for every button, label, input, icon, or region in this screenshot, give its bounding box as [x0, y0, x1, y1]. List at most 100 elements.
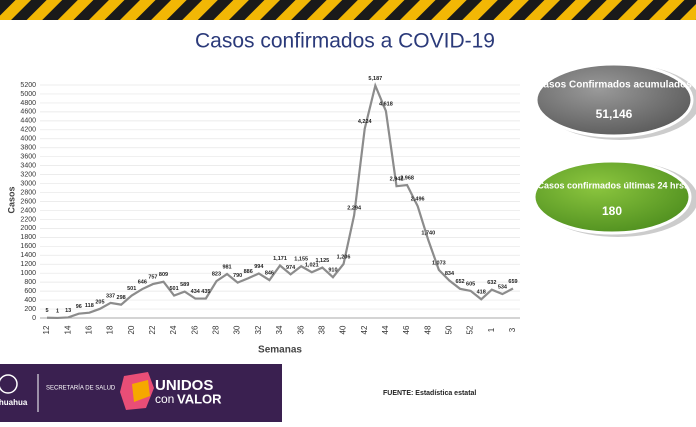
- value-label: 1,155: [294, 257, 308, 263]
- x-tick-label: 46: [402, 325, 411, 334]
- x-tick-label: 16: [84, 325, 93, 334]
- x-tick-label: 12: [42, 325, 51, 334]
- hazard-stripe: [0, 0, 696, 20]
- value-label: 337: [106, 293, 115, 299]
- data-line: [46, 82, 514, 320]
- value-label: 501: [127, 286, 136, 292]
- value-label: 1,073: [432, 260, 446, 266]
- value-label: 501: [169, 286, 178, 292]
- value-label: 1,740: [421, 230, 435, 236]
- value-label: 418: [477, 290, 486, 296]
- x-tick-label: 28: [212, 325, 221, 334]
- y-tick-label: 3600: [20, 154, 36, 161]
- footer-slogan: UNIDOS: [155, 377, 213, 394]
- y-tick-label: 3800: [20, 145, 36, 152]
- x-tick-label: 1: [487, 327, 496, 332]
- value-label: 659: [508, 279, 517, 285]
- value-label: 790: [233, 273, 242, 279]
- value-label: 2,294: [347, 206, 362, 212]
- x-axis-label: Semanas: [258, 345, 302, 356]
- y-tick-label: 4800: [20, 100, 36, 107]
- value-label: 5,187: [368, 76, 382, 82]
- y-tick-label: 1400: [20, 252, 36, 259]
- value-label: 632: [487, 280, 496, 286]
- x-tick-label: 30: [233, 325, 242, 334]
- y-tick-label: 3400: [20, 162, 36, 169]
- x-tick-label: 36: [296, 325, 305, 334]
- x-tick-label: 44: [381, 325, 390, 334]
- panel-value: 51,146: [596, 107, 633, 121]
- y-tick-label: 1800: [20, 234, 36, 241]
- value-label: 757: [148, 275, 157, 281]
- footer-source: FUENTE: Estadística estatal: [383, 390, 476, 397]
- value-label: 646: [138, 280, 147, 286]
- x-tick-label: 48: [423, 325, 432, 334]
- y-tick-label: 2600: [20, 198, 36, 205]
- y-tick-label: 5000: [20, 91, 36, 98]
- y-tick-label: 800: [24, 279, 36, 286]
- value-label: 994: [254, 264, 264, 270]
- value-label: 910: [328, 268, 337, 274]
- x-tick-label: 42: [360, 325, 369, 334]
- panel-daily: Casos confirmados últimas 24 hrs. 180: [532, 159, 696, 237]
- value-label: 809: [159, 272, 168, 278]
- value-label: 434: [191, 289, 201, 295]
- value-label: 981: [222, 264, 231, 270]
- value-label: 605: [466, 281, 475, 287]
- y-tick-label: 600: [24, 288, 36, 295]
- y-tick-label: 2800: [20, 189, 36, 196]
- panel-title: Casos confirmados últimas 24 hrs.: [537, 180, 686, 190]
- value-label: 1,021: [305, 263, 319, 269]
- x-tick-label: 38: [317, 325, 326, 334]
- x-tick-label: 34: [275, 325, 284, 334]
- x-tick-label: 50: [445, 325, 454, 334]
- x-tick-label: 3: [508, 327, 517, 332]
- value-label: 4,618: [379, 102, 393, 108]
- value-label: 834: [445, 271, 455, 277]
- y-tick-label: 200: [24, 306, 36, 313]
- y-tick-label: 1000: [20, 270, 36, 277]
- value-label: 118: [85, 303, 94, 309]
- value-label: 4,224: [358, 119, 373, 125]
- footer: Chihuahua SECRETARÍA DE SALUD UNIDOS con…: [0, 364, 476, 422]
- x-tick-label: 32: [254, 325, 263, 334]
- value-label: 589: [180, 282, 189, 288]
- value-label: 205: [95, 299, 104, 305]
- value-label: 846: [265, 271, 274, 277]
- x-tick-label: 18: [106, 325, 115, 334]
- value-label: 534: [498, 285, 508, 291]
- value-label: 298: [117, 295, 126, 301]
- y-tick-label: 4600: [20, 109, 36, 116]
- y-tick-label: 3200: [20, 171, 36, 178]
- y-tick-label: 1600: [20, 243, 36, 250]
- chart-title: Casos confirmados a COVID-19: [195, 30, 495, 53]
- panel-total: Casos Confirmados acumulados 51,146: [534, 62, 696, 140]
- y-tick-label: 0: [32, 315, 36, 322]
- value-label: 1,171: [273, 256, 287, 262]
- panel-value: 180: [602, 204, 622, 218]
- value-label: 13: [65, 308, 71, 314]
- footer-slogan: con: [155, 392, 174, 406]
- value-label: 96: [76, 304, 82, 310]
- value-label: 5: [45, 308, 48, 314]
- x-tick-label: 24: [169, 325, 178, 334]
- footer-slogan: VALOR: [177, 391, 222, 406]
- value-label: 974: [286, 265, 296, 271]
- value-label: 886: [244, 269, 253, 275]
- footer-state: Chihuahua: [0, 398, 28, 407]
- value-label: 2,496: [411, 197, 425, 203]
- y-tick-label: 4400: [20, 118, 36, 125]
- value-label: 1: [56, 308, 59, 314]
- value-label: 652: [455, 279, 464, 285]
- y-axis-label: Casos: [6, 186, 16, 213]
- y-tick-label: 3000: [20, 180, 36, 187]
- y-tick-label: 400: [24, 297, 36, 304]
- value-label: 1,125: [315, 258, 329, 264]
- y-tick-label: 1200: [20, 261, 36, 268]
- plot: 0 200 400 600 800 1000 1200 1400 1600 1800 2000 220…: [20, 76, 520, 334]
- x-tick-label: 22: [148, 325, 157, 334]
- panel-title: Casos Confirmados acumulados: [536, 80, 692, 91]
- x-tick-label: 26: [190, 325, 199, 334]
- value-label: 2,968: [400, 175, 414, 181]
